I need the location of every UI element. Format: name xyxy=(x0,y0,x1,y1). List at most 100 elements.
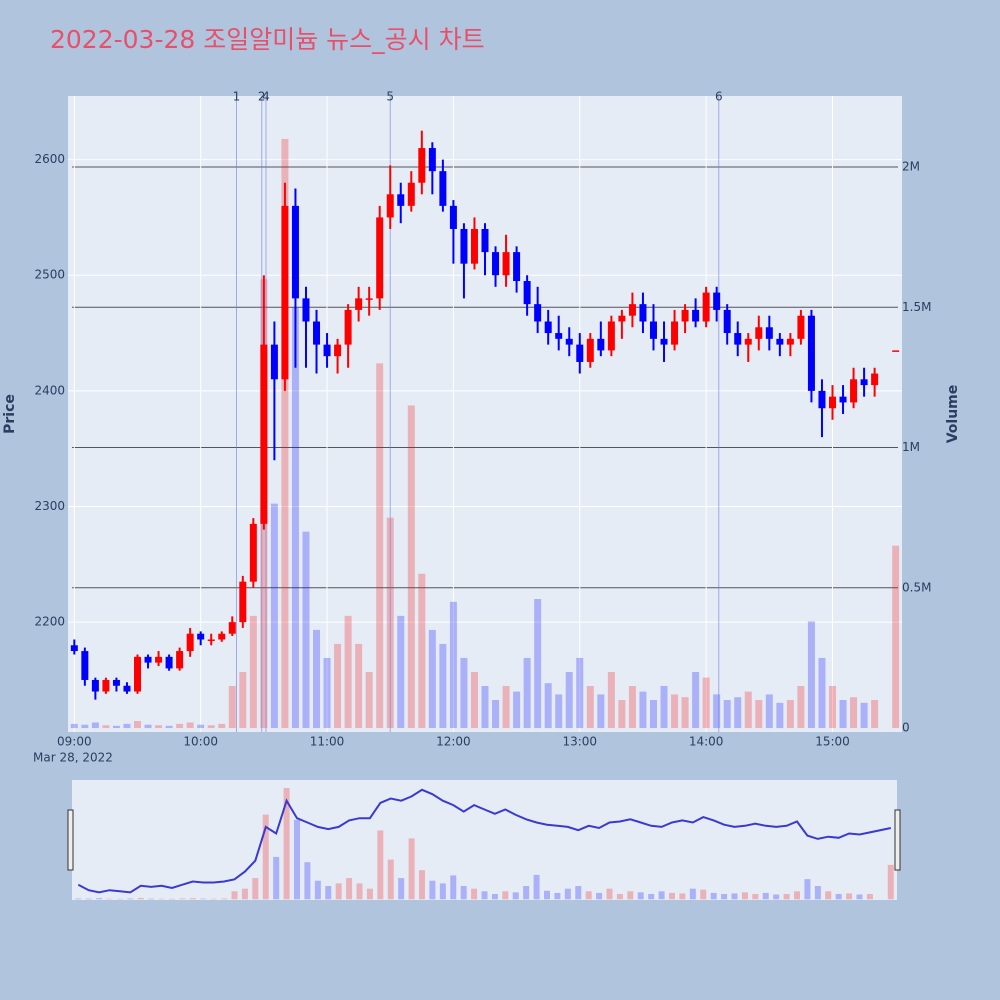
slider-volume-bar xyxy=(700,889,707,900)
slider-volume-bar xyxy=(335,883,342,900)
candle-body xyxy=(765,327,773,339)
slider-volume-bar xyxy=(627,891,634,900)
volume-bar xyxy=(376,363,384,729)
candle-body xyxy=(692,309,700,322)
volume-bar xyxy=(449,601,457,729)
volume-bar xyxy=(134,721,141,729)
slider-volume-bar xyxy=(398,878,405,900)
slider-volume-bar xyxy=(283,788,290,900)
slider-volume-bar xyxy=(856,894,863,900)
candle-body xyxy=(586,338,594,362)
volume-bar xyxy=(460,657,468,729)
candle-body xyxy=(176,651,184,669)
candle-body xyxy=(186,633,194,652)
volume-bar xyxy=(565,671,573,729)
volume-bar xyxy=(586,685,594,729)
slider-volume-bar xyxy=(804,879,811,900)
slider-volume-bar xyxy=(575,886,582,900)
volume-bar xyxy=(407,405,415,729)
slider-volume-bar xyxy=(731,893,738,900)
range-slider[interactable] xyxy=(72,780,897,900)
y2-axis-title: Volume xyxy=(945,385,961,444)
candle-body xyxy=(734,333,742,345)
candle-body xyxy=(492,252,500,276)
slider-volume-bar xyxy=(96,898,103,900)
slider-volume-bar xyxy=(137,897,144,900)
volume-bar xyxy=(555,694,563,729)
candle-body xyxy=(681,309,689,322)
slider-volume-bar xyxy=(658,891,665,900)
volume-bar xyxy=(228,685,236,729)
x-tick-label: 12:00 xyxy=(436,735,471,749)
candle-body xyxy=(850,379,858,403)
candle-body xyxy=(397,194,405,206)
y-tick-label: 2200 xyxy=(34,615,65,629)
candle-body xyxy=(112,679,120,686)
candle-body xyxy=(376,217,384,299)
candle-body xyxy=(81,651,89,680)
slider-handle[interactable] xyxy=(894,809,901,871)
news-label: 1 xyxy=(233,90,241,104)
slider-volume-bar xyxy=(596,892,603,900)
slider-volume-bar xyxy=(866,893,873,900)
candle-body xyxy=(807,315,815,391)
slider-volume-bar xyxy=(783,893,790,900)
candle-body xyxy=(270,344,278,380)
slider-volume-bar xyxy=(814,886,821,900)
slider-volume-bar xyxy=(127,898,134,900)
volume-bar xyxy=(397,615,405,729)
volume-bar xyxy=(628,685,636,729)
y2-tick-label: 1M xyxy=(902,440,920,454)
candle-body xyxy=(639,304,647,322)
volume-bar xyxy=(418,573,426,729)
volume-bar xyxy=(302,531,310,729)
candle-body xyxy=(228,622,236,634)
volume-bar xyxy=(81,724,89,729)
slider-volume-bar xyxy=(533,874,540,900)
slider-volume-bar xyxy=(887,864,894,900)
y2-tick-label: 0 xyxy=(902,721,910,735)
candle-body xyxy=(829,396,836,409)
slider-volume-bar xyxy=(794,891,800,900)
volume-bar xyxy=(155,725,163,729)
y2-tick-label: 0.5M xyxy=(902,580,931,594)
candle-body xyxy=(123,685,131,692)
volume-bar xyxy=(607,671,615,729)
slider-volume-bar xyxy=(106,898,113,900)
volume-bar xyxy=(660,685,668,729)
slider-volume-bar xyxy=(752,893,759,900)
slider-handle[interactable] xyxy=(67,809,74,871)
volume-bar xyxy=(428,629,436,729)
slider-volume-bar xyxy=(366,888,373,900)
volume-bar xyxy=(102,725,110,729)
news-label: 6 xyxy=(715,90,723,104)
candle-body xyxy=(776,338,784,345)
volume-bar xyxy=(649,700,657,729)
volume-bar xyxy=(281,138,289,729)
candle-body xyxy=(249,523,257,582)
slider-volume-bar xyxy=(491,893,498,900)
volume-bar xyxy=(818,657,826,729)
slider-volume-bar xyxy=(189,898,196,900)
slider-volume-bar xyxy=(544,890,550,900)
slider-volume-bar xyxy=(325,886,332,900)
slider-volume-bar xyxy=(648,893,655,900)
slider-volume-bar xyxy=(554,892,561,900)
slider-volume-bar xyxy=(450,875,457,900)
candle-body xyxy=(291,205,299,299)
candle-body xyxy=(797,315,805,339)
volume-bar xyxy=(576,657,584,729)
candle-body xyxy=(102,679,110,692)
candle-body xyxy=(134,656,141,692)
volume-bar xyxy=(734,697,742,729)
news-label: 5 xyxy=(386,90,394,104)
candle-body xyxy=(260,344,268,524)
x-date-label: Mar 28, 2022 xyxy=(33,751,113,765)
volume-bar xyxy=(597,694,605,729)
slider-volume-bar xyxy=(273,856,280,900)
x-tick-label: 14:00 xyxy=(689,735,724,749)
slider-price-line xyxy=(77,788,892,894)
slider-volume-bar xyxy=(148,898,155,900)
slider-volume-bar xyxy=(75,898,82,900)
